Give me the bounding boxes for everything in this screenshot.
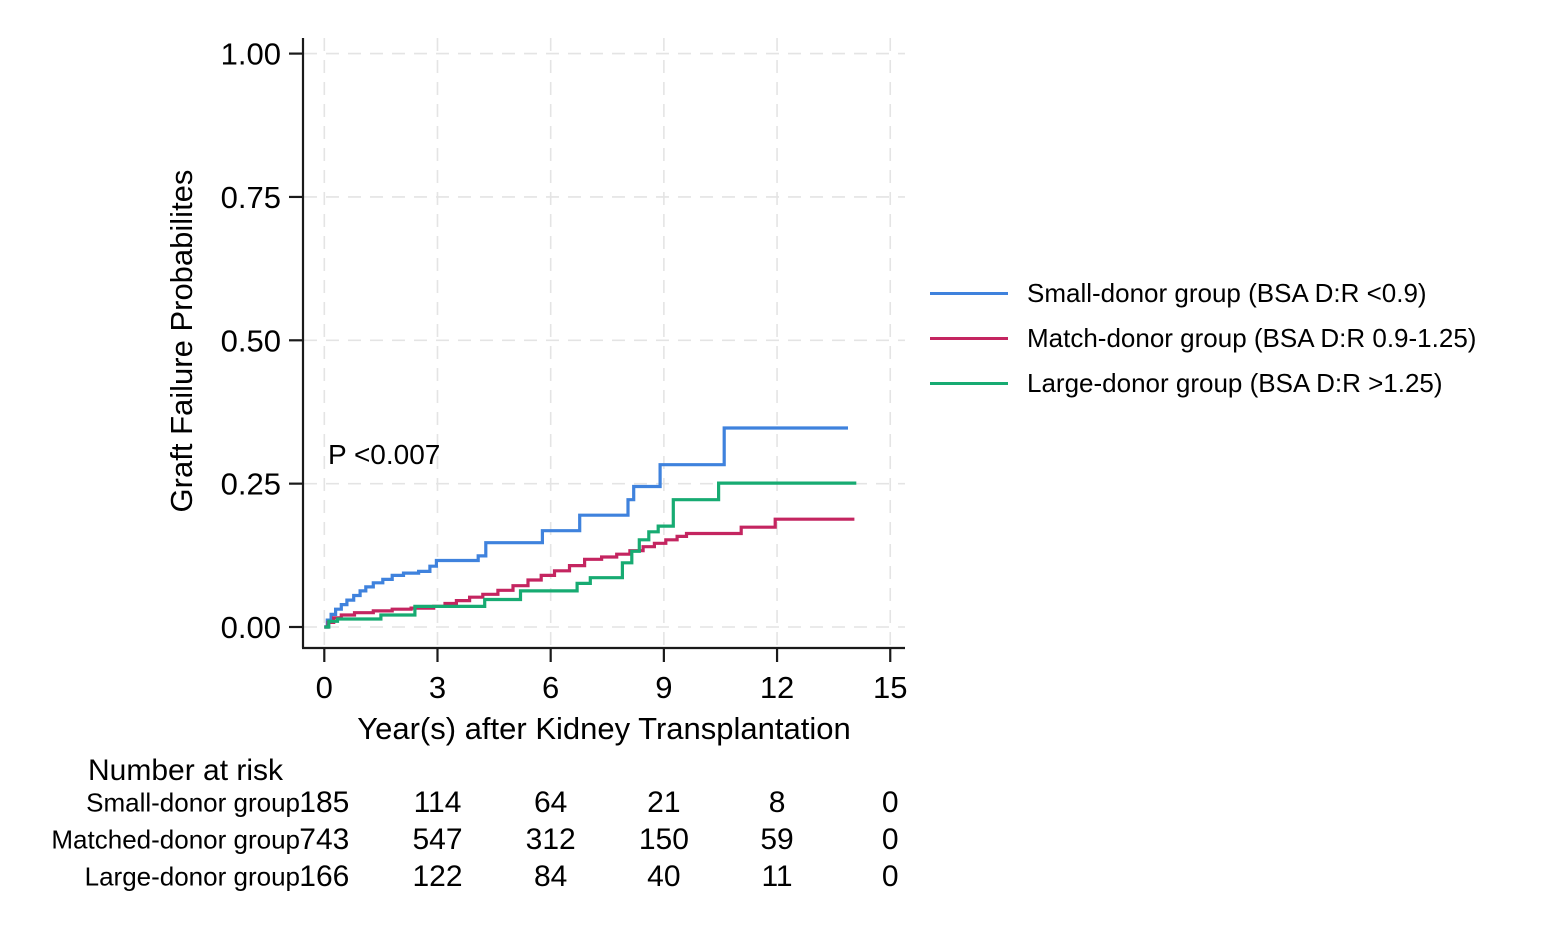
risk-count: 0 [881, 785, 899, 819]
x-tick-label: 3 [429, 670, 446, 705]
y-tick-label: 0.25 [221, 467, 281, 502]
x-tick-label: 6 [542, 670, 559, 705]
y-tick-label: 0.75 [221, 180, 281, 215]
legend-label: Small-donor group (BSA D:R <0.9) [1027, 278, 1427, 308]
legend-item-small-donor: Small-donor group (BSA D:R <0.9) [930, 271, 1476, 316]
risk-count: 11 [761, 859, 793, 893]
risk-count: 185 [299, 785, 350, 819]
legend-line-swatch [930, 381, 1008, 386]
y-axis-title: Graft Failure Probabilites [164, 169, 199, 513]
survival-curve-large-donor [324, 481, 857, 629]
survival-curve-match-donor [324, 517, 855, 629]
risk-count: 0 [881, 822, 899, 856]
risk-table-title: Number at risk [88, 754, 284, 787]
risk-count: 166 [299, 859, 350, 893]
risk-count: 8 [768, 785, 786, 819]
legend-item-large-donor: Large-donor group (BSA D:R >1.25) [930, 361, 1476, 406]
risk-count: 0 [881, 859, 899, 893]
legend-line-swatch [930, 336, 1008, 341]
legend-item-match-donor: Match-donor group (BSA D:R 0.9-1.25) [930, 316, 1476, 361]
y-tick-label: 0.50 [221, 323, 281, 358]
risk-count: 40 [647, 859, 681, 893]
legend-label: Match-donor group (BSA D:R 0.9-1.25) [1027, 323, 1477, 353]
legend: Small-donor group (BSA D:R <0.9) Match-do… [930, 271, 1476, 406]
legend-label: Large-donor group (BSA D:R >1.25) [1027, 368, 1443, 398]
risk-count: 150 [638, 822, 689, 856]
x-tick-label: 9 [655, 670, 672, 705]
risk-count: 547 [412, 822, 463, 856]
legend-line-swatch [930, 291, 1008, 296]
x-axis-title: Year(s) after Kidney Transplantation [357, 711, 851, 746]
risk-row-label: Small-donor group [86, 787, 300, 817]
risk-count: 64 [533, 785, 568, 819]
risk-count: 122 [412, 859, 463, 893]
risk-row-label: Matched-donor group [51, 824, 300, 854]
risk-count: 59 [760, 822, 794, 856]
x-tick-label: 15 [873, 670, 907, 705]
y-tick-label: 0.00 [221, 610, 281, 645]
y-tick-label: 1.00 [221, 37, 281, 72]
risk-row-label: Large-donor group [84, 861, 300, 891]
x-tick-label: 12 [760, 670, 794, 705]
risk-count: 21 [647, 785, 681, 819]
x-tick-label: 0 [316, 670, 333, 705]
risk-count: 312 [525, 822, 576, 856]
risk-count: 84 [533, 859, 568, 893]
risk-count: 743 [299, 822, 350, 856]
risk-count: 114 [413, 785, 462, 819]
survival-curve-small-donor [324, 426, 848, 629]
p-value-annotation: P <0.007 [328, 439, 441, 470]
